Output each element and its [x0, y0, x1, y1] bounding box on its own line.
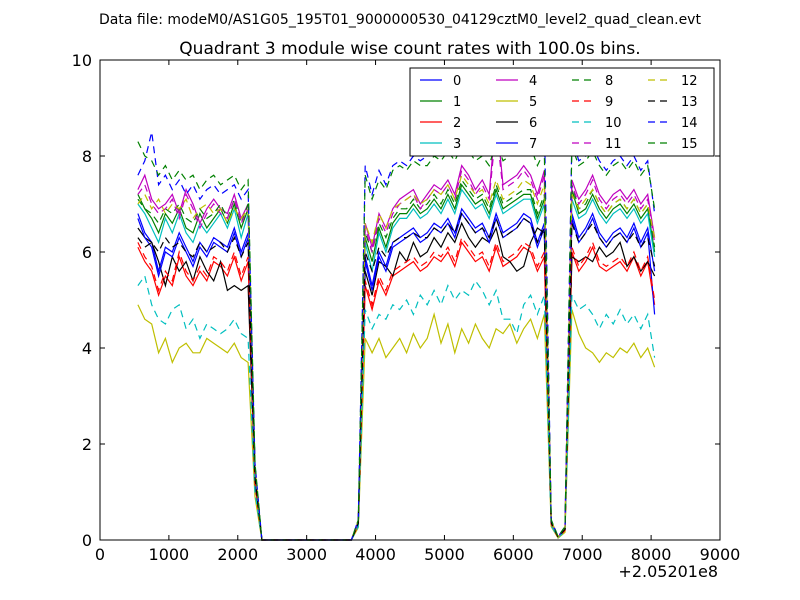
- legend-box: [409, 67, 715, 157]
- series-line-13: [137, 212, 656, 541]
- legend-label: 3: [453, 137, 461, 152]
- legend-label: 15: [681, 137, 698, 152]
- y-tick-label: 10: [72, 51, 92, 70]
- y-tick-label: 4: [82, 339, 92, 358]
- x-tick-label: 9000: [700, 545, 741, 564]
- legend-label: 8: [605, 74, 613, 89]
- x-tick-label: 6000: [493, 545, 534, 564]
- axes-layer: 0 1000 2000 3000 4000 5000 6000 7000 8000 9000 0 2 4…: [72, 51, 741, 564]
- legend-label: 11: [605, 137, 622, 152]
- x-tick-label: 7000: [562, 545, 603, 564]
- series-line-15: [137, 139, 656, 541]
- legend-label: 0: [453, 74, 461, 89]
- legend-label: 13: [681, 95, 698, 110]
- x-tick-label: 0: [95, 545, 105, 564]
- legend-label: 9: [605, 95, 613, 110]
- x-tick-label: 8000: [631, 545, 672, 564]
- chart-title: Quadrant 3 module wise count rates with …: [179, 39, 640, 59]
- y-tick-label: 0: [82, 531, 92, 550]
- x-offset-label: +2.05201e8: [618, 562, 718, 581]
- legend-label: 6: [529, 116, 537, 131]
- plot-frame: [99, 59, 721, 541]
- series-line-10: [137, 274, 656, 541]
- legend-label: 2: [453, 116, 461, 131]
- y-tick-label: 6: [82, 243, 92, 262]
- x-tick-label: 3000: [286, 545, 327, 564]
- x-tick-label: 5000: [424, 545, 465, 564]
- legend-label: 1: [453, 95, 461, 110]
- legend-label: 4: [529, 74, 537, 89]
- series-layer: [137, 103, 656, 541]
- y-tick-label: 8: [82, 147, 92, 166]
- legend-label: 12: [681, 74, 698, 89]
- series-line-14: [137, 103, 656, 541]
- legend-label: 7: [529, 137, 537, 152]
- x-tick-label: 4000: [355, 545, 396, 564]
- figure-suptitle: Data file: modeM0/AS1G05_195T01_90000005…: [99, 12, 701, 28]
- y-tick-label: 2: [82, 435, 92, 454]
- legend-label: 5: [529, 95, 537, 110]
- x-tick-label: 1000: [149, 545, 190, 564]
- legend-label: 14: [681, 116, 698, 131]
- x-tick-label: 2000: [217, 545, 258, 564]
- legend-label: 10: [605, 116, 622, 131]
